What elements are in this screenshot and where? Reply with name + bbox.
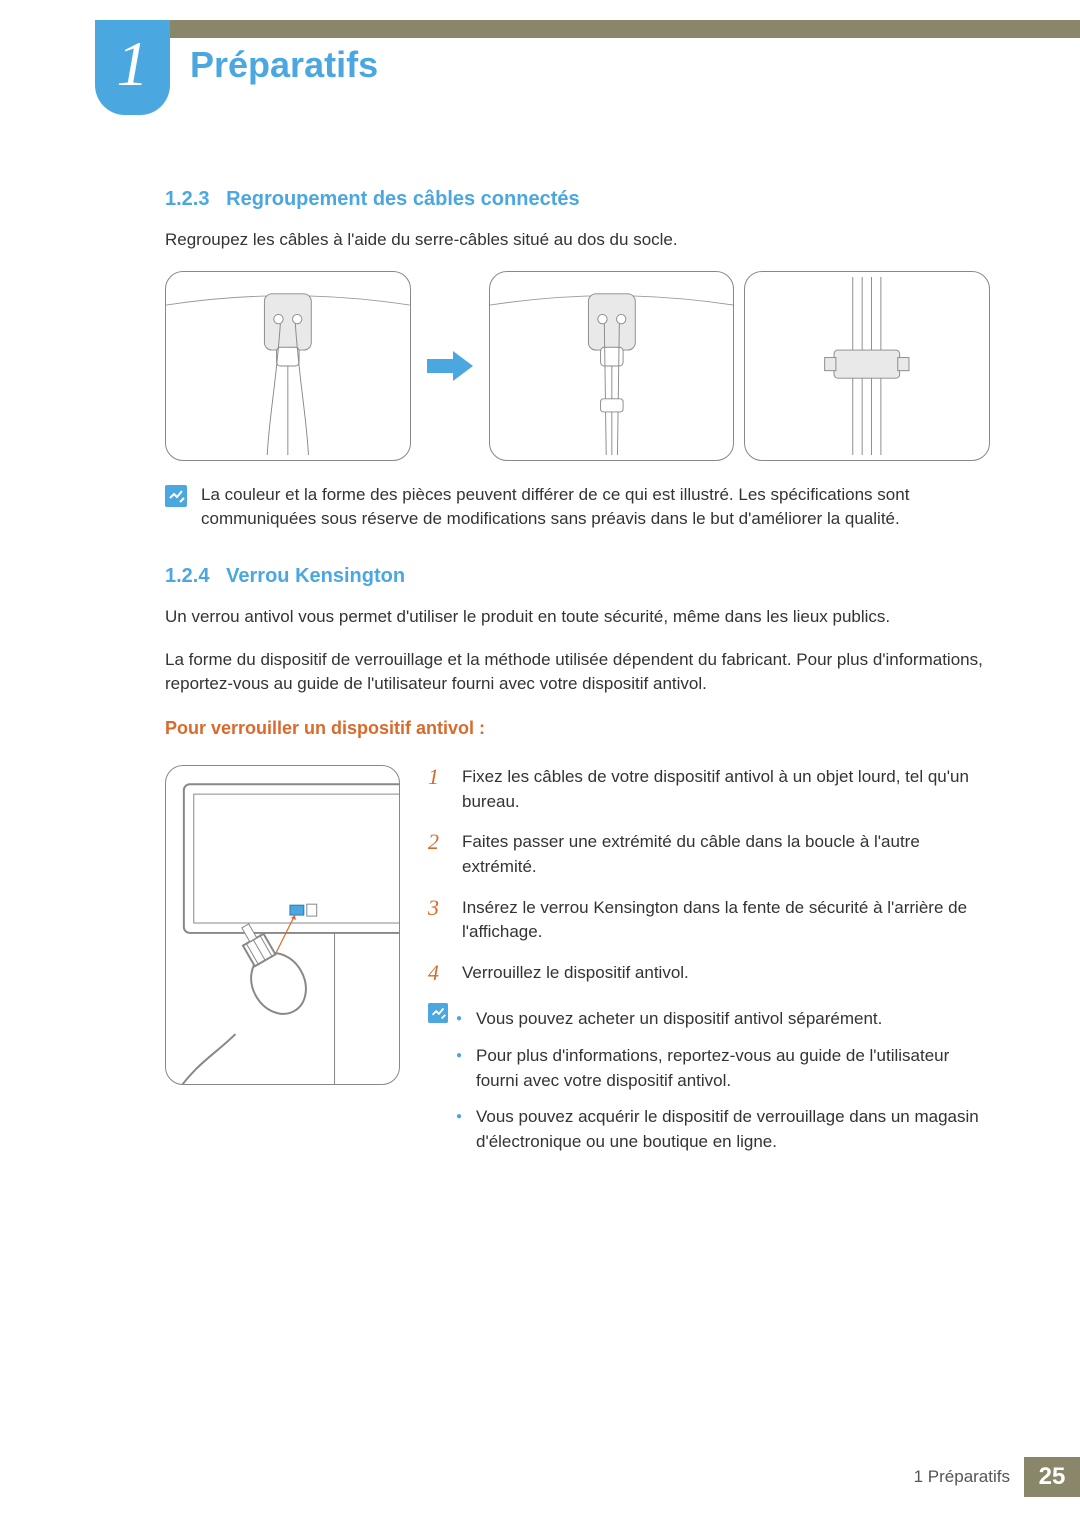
page-content: 1.2.3 Regroupement des câbles connectés … [165, 185, 990, 1167]
step-text: Verrouillez le dispositif antivol. [462, 961, 990, 986]
bullet-row: ● Vous pouvez acquérir le dispositif de … [456, 1105, 990, 1154]
lock-layout: 1 Fixez les câbles de votre dispositif a… [165, 765, 990, 1167]
section2-subheading: Pour verrouiller un dispositif antivol : [165, 715, 990, 741]
figure-panel-before [165, 271, 411, 461]
figure-panel-after [489, 271, 735, 461]
bullet-dot-icon: ● [456, 1044, 464, 1064]
header-band [95, 20, 1080, 38]
bullet-row: ● Vous pouvez acheter un dispositif anti… [456, 1007, 990, 1032]
bullet-row: ● Pour plus d'informations, reportez-vou… [456, 1044, 990, 1093]
cable-figure-row [165, 271, 990, 461]
note-bullet-list: ● Vous pouvez acheter un dispositif anti… [456, 1007, 990, 1166]
step-row: 3 Insérez le verrou Kensington dans la f… [428, 896, 990, 945]
bullet-dot-icon: ● [456, 1105, 464, 1125]
lock-figure-panel [165, 765, 400, 1085]
section1-intro: Regroupez les câbles à l'aide du serre-c… [165, 228, 990, 253]
section-heading-124: 1.2.4 Verrou Kensington [165, 562, 990, 591]
section-title: Regroupement des câbles connectés [226, 188, 579, 210]
section1-note: La couleur et la forme des pièces peuven… [165, 483, 990, 532]
step-number: 2 [428, 830, 448, 853]
section2-p1: Un verrou antivol vous permet d'utiliser… [165, 605, 990, 630]
step-text: Insérez le verrou Kensington dans la fen… [462, 896, 990, 945]
step-text: Faites passer une extrémité du câble dan… [462, 830, 990, 879]
step-text: Fixez les câbles de votre dispositif ant… [462, 765, 990, 814]
step-row: 1 Fixez les câbles de votre dispositif a… [428, 765, 990, 814]
note-icon [428, 1003, 448, 1023]
bullet-text: Pour plus d'informations, reportez-vous … [476, 1044, 990, 1093]
bullet-text: Vous pouvez acquérir le dispositif de ve… [476, 1105, 990, 1154]
chapter-tab: 1 [95, 20, 170, 115]
section2-p2: La forme du dispositif de verrouillage e… [165, 648, 990, 697]
footer-page-number: 25 [1024, 1457, 1080, 1497]
page-footer: 1 Préparatifs 25 [914, 1457, 1080, 1497]
step-number: 4 [428, 961, 448, 984]
footer-label: 1 Préparatifs [914, 1467, 1024, 1487]
bullet-text: Vous pouvez acheter un dispositif antivo… [476, 1007, 882, 1032]
step-row: 2 Faites passer une extrémité du câble d… [428, 830, 990, 879]
step-number: 1 [428, 765, 448, 788]
section-heading-123: 1.2.3 Regroupement des câbles connectés [165, 185, 990, 214]
lock-steps: 1 Fixez les câbles de votre dispositif a… [428, 765, 990, 1167]
arrow-icon [421, 346, 479, 386]
chapter-number: 1 [117, 32, 149, 104]
step-number: 3 [428, 896, 448, 919]
section-number: 1.2.4 [165, 565, 209, 587]
figure-panel-detail [744, 271, 990, 461]
section1-note-text: La couleur et la forme des pièces peuven… [201, 483, 990, 532]
note-icon [165, 485, 187, 507]
chapter-title: Préparatifs [190, 44, 378, 86]
section-title: Verrou Kensington [226, 565, 405, 587]
bullet-dot-icon: ● [456, 1007, 464, 1027]
step-row: 4 Verrouillez le dispositif antivol. [428, 961, 990, 986]
section-number: 1.2.3 [165, 188, 209, 210]
